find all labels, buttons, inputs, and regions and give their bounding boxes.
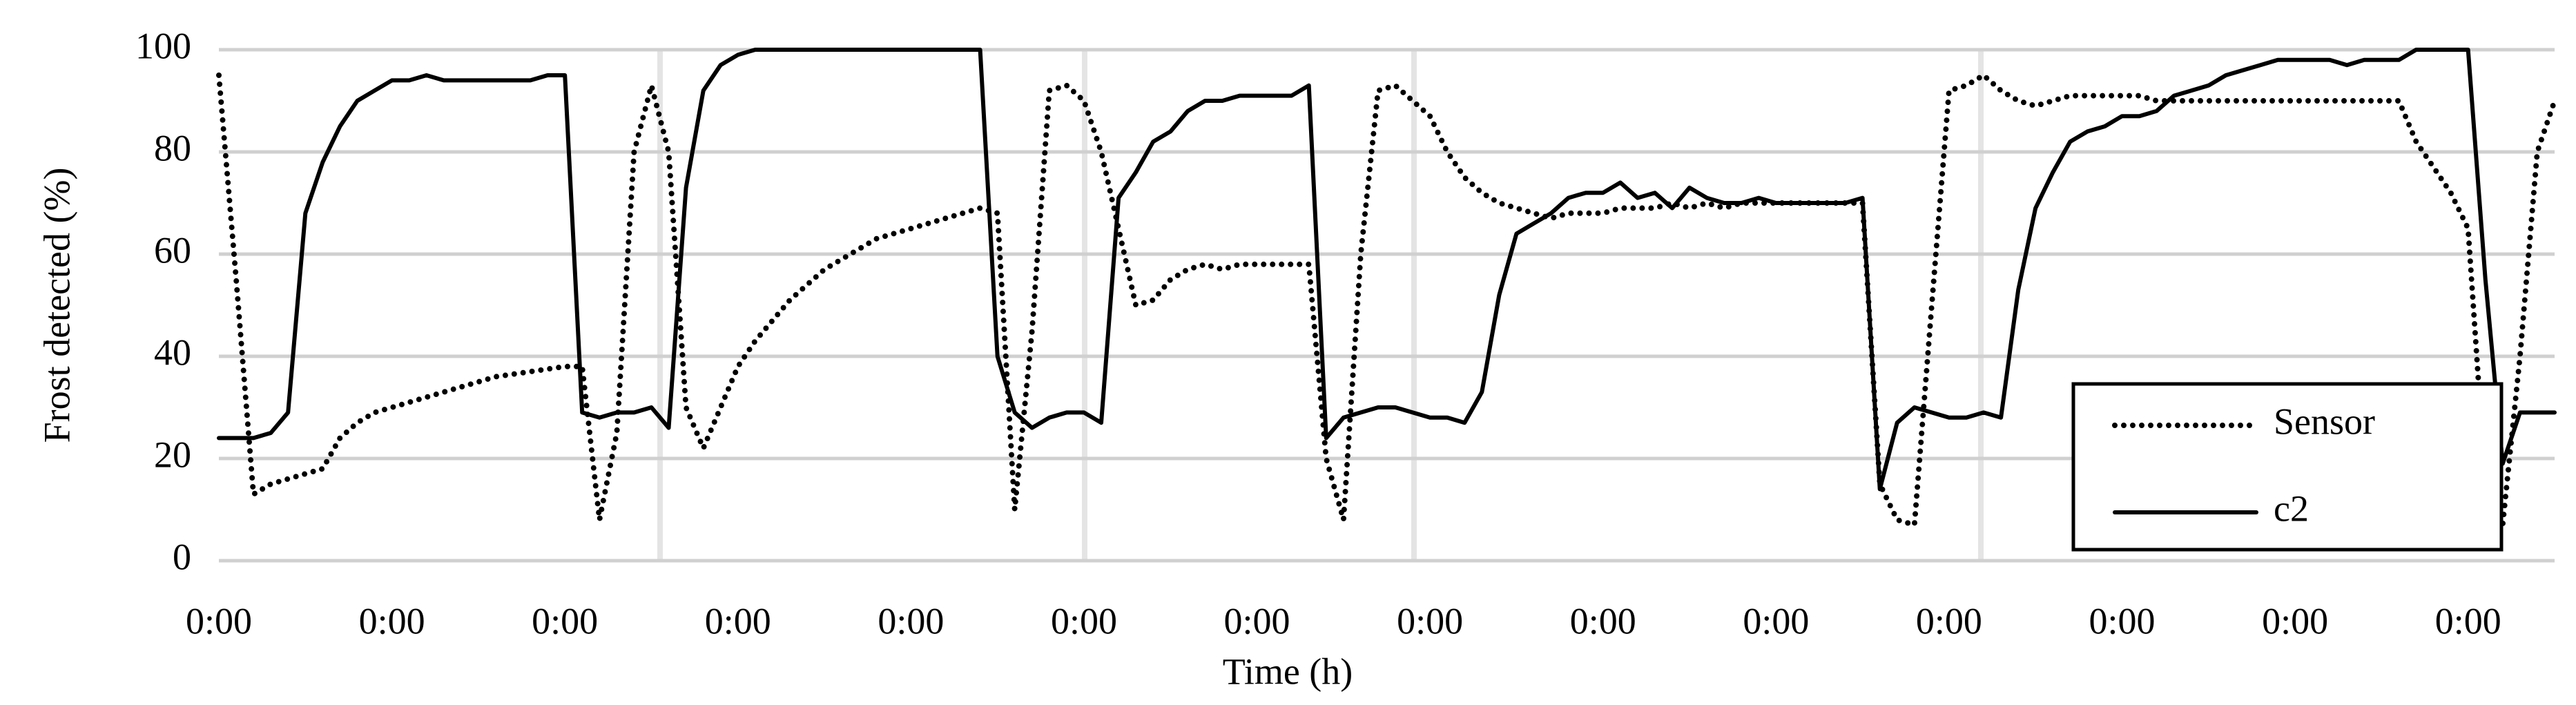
series-line xyxy=(217,48,2557,492)
legend-label: c2 xyxy=(2274,487,2309,529)
x-tick-label: 0:00 xyxy=(532,600,598,641)
x-tick-label: 0:00 xyxy=(359,600,425,641)
y-tick-label: 40 xyxy=(154,331,191,373)
marker-band xyxy=(657,50,663,561)
marker-band xyxy=(1978,50,1984,561)
y-tick-label: 20 xyxy=(154,434,191,475)
x-axis-title: Time (h) xyxy=(1223,650,1353,692)
x-tick-label: 0:00 xyxy=(878,600,944,641)
legend-box xyxy=(2071,382,2504,552)
y-tick-label: 80 xyxy=(154,127,191,168)
y-tick-label: 100 xyxy=(135,25,191,66)
x-tick-label: 0:00 xyxy=(186,600,252,641)
x-tick-label: 0:00 xyxy=(1224,600,1290,641)
x-tick-label: 0:00 xyxy=(1051,600,1117,641)
x-tick-label: 0:00 xyxy=(1916,600,1982,641)
x-tick-label: 0:00 xyxy=(2089,600,2156,641)
y-tick-label: 0 xyxy=(173,536,191,577)
y-axis-title: Frost detected (%) xyxy=(36,168,77,443)
legend: Sensor c2 xyxy=(2071,382,2504,552)
x-tick-label: 0:00 xyxy=(1570,600,1636,641)
y-tick-label: 60 xyxy=(154,229,191,271)
x-tick-label: 0:00 xyxy=(1743,600,1809,641)
x-tick-label: 0:00 xyxy=(705,600,771,641)
marker-band xyxy=(1082,50,1087,561)
legend-label: Sensor xyxy=(2274,400,2375,442)
x-tick-label: 0:00 xyxy=(2435,600,2501,641)
x-tick-label: 0:00 xyxy=(2262,600,2328,641)
marker-band xyxy=(1411,50,1417,561)
x-tick-label: 0:00 xyxy=(1397,600,1463,641)
